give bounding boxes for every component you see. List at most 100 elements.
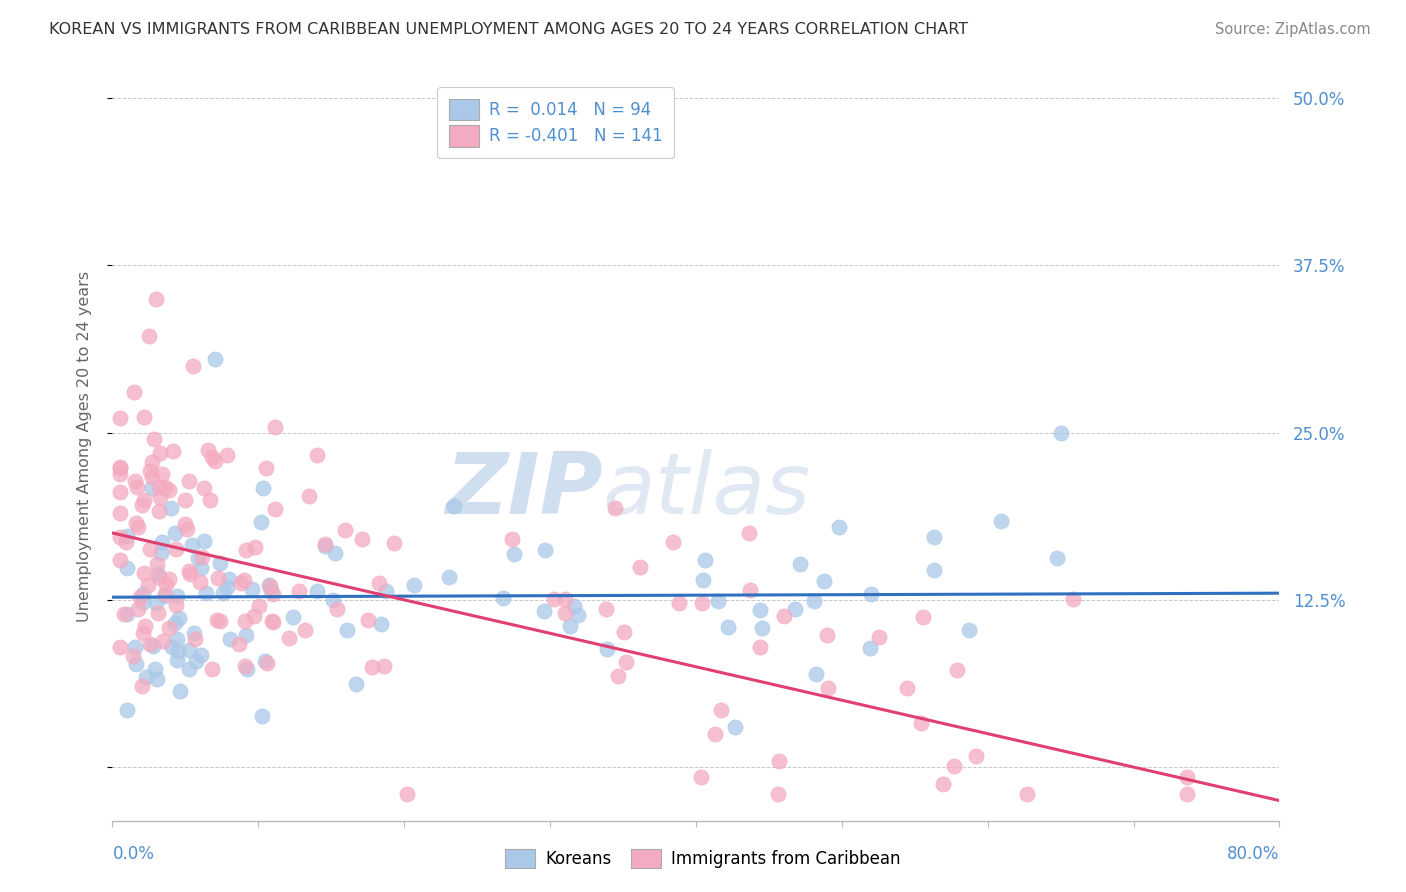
- Point: [554, 606, 576, 620]
- Point: [159, 483, 181, 497]
- Point: [127, 602, 149, 616]
- Point: [357, 613, 380, 627]
- Point: [180, 538, 202, 552]
- Point: [374, 584, 396, 599]
- Point: [188, 574, 211, 589]
- Point: [209, 614, 232, 628]
- Point: [912, 609, 935, 624]
- Point: [162, 444, 184, 458]
- Point: [145, 596, 167, 610]
- Point: [910, 715, 932, 730]
- Point: [946, 663, 969, 677]
- Point: [167, 644, 190, 658]
- Text: ZIP: ZIP: [444, 450, 603, 533]
- Point: [534, 543, 557, 558]
- Point: [129, 590, 152, 604]
- Point: [503, 547, 526, 561]
- Point: [198, 493, 221, 508]
- Point: [1062, 591, 1084, 606]
- Point: [404, 578, 426, 592]
- Point: [693, 553, 716, 567]
- Point: [179, 662, 201, 676]
- Point: [288, 583, 311, 598]
- Point: [235, 628, 257, 642]
- Point: [335, 523, 357, 537]
- Point: [554, 591, 576, 606]
- Point: [562, 599, 585, 614]
- Point: [146, 566, 169, 581]
- Point: [207, 613, 229, 627]
- Point: [264, 502, 287, 516]
- Point: [211, 586, 233, 600]
- Point: [259, 579, 281, 593]
- Point: [262, 587, 284, 601]
- Point: [803, 594, 825, 608]
- Point: [207, 571, 229, 585]
- Point: [815, 628, 838, 642]
- Point: [813, 574, 835, 588]
- Text: 0.0%: 0.0%: [112, 845, 155, 863]
- Y-axis label: Unemployment Among Ages 20 to 24 years: Unemployment Among Ages 20 to 24 years: [77, 270, 91, 622]
- Point: [139, 542, 162, 557]
- Point: [662, 535, 685, 549]
- Point: [352, 532, 374, 546]
- Point: [131, 587, 153, 601]
- Point: [262, 615, 284, 629]
- Point: [233, 659, 256, 673]
- Point: [344, 677, 367, 691]
- Point: [1015, 787, 1038, 801]
- Point: [125, 480, 148, 494]
- Point: [183, 626, 205, 640]
- Point: [167, 611, 190, 625]
- Point: [179, 564, 201, 578]
- Point: [150, 534, 173, 549]
- Point: [165, 541, 187, 556]
- Point: [768, 754, 790, 768]
- Point: [628, 560, 651, 574]
- Point: [326, 601, 349, 615]
- Text: atlas: atlas: [603, 450, 811, 533]
- Point: [141, 470, 163, 484]
- Point: [125, 657, 148, 672]
- Point: [243, 609, 266, 624]
- Point: [165, 598, 187, 612]
- Point: [492, 591, 515, 605]
- Point: [957, 623, 980, 637]
- Point: [204, 453, 226, 467]
- Point: [159, 501, 181, 516]
- Point: [132, 492, 155, 507]
- Point: [396, 787, 419, 801]
- Point: [543, 591, 565, 606]
- Point: [157, 572, 180, 586]
- Point: [922, 563, 945, 577]
- Point: [108, 640, 131, 655]
- Point: [240, 582, 263, 596]
- Point: [229, 576, 252, 591]
- Point: [132, 625, 155, 640]
- Point: [153, 479, 176, 493]
- Point: [204, 352, 226, 367]
- Point: [614, 655, 637, 669]
- Point: [112, 607, 135, 622]
- Point: [131, 680, 153, 694]
- Point: [127, 520, 149, 534]
- Point: [215, 580, 238, 594]
- Point: [560, 619, 582, 633]
- Point: [166, 590, 188, 604]
- Point: [922, 530, 945, 544]
- Point: [134, 566, 156, 581]
- Point: [990, 514, 1012, 528]
- Point: [131, 499, 153, 513]
- Point: [115, 607, 138, 621]
- Point: [789, 558, 811, 572]
- Point: [134, 618, 156, 632]
- Point: [724, 720, 747, 734]
- Point: [668, 596, 690, 610]
- Point: [166, 632, 188, 646]
- Point: [157, 621, 180, 635]
- Point: [169, 683, 191, 698]
- Point: [197, 442, 219, 457]
- Point: [1175, 771, 1198, 785]
- Point: [817, 681, 839, 696]
- Point: [143, 432, 166, 446]
